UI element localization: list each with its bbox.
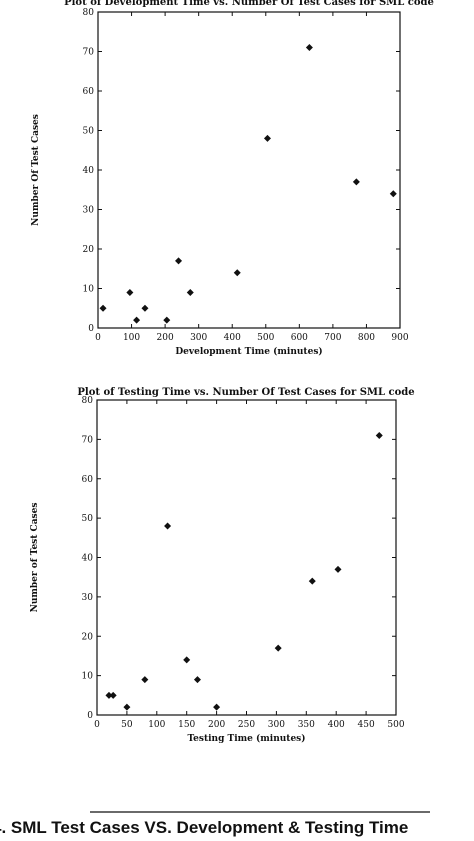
x-axis-label: Development Time (minutes): [175, 346, 322, 357]
x-tick-label: 0: [95, 333, 101, 343]
x-tick-label: 400: [224, 333, 241, 343]
chart-title: Plot of Testing Time vs. Number Of Test …: [77, 387, 414, 398]
data-point: [99, 304, 107, 312]
data-point: [352, 178, 360, 186]
y-tick-label: 80: [82, 396, 94, 406]
y-tick-label: 40: [82, 554, 94, 564]
x-tick-label: 700: [324, 333, 341, 343]
data-point: [163, 316, 171, 324]
y-tick-label: 20: [83, 245, 95, 255]
x-axis-label: Testing Time (minutes): [188, 733, 306, 744]
y-tick-label: 30: [83, 206, 95, 216]
data-point: [193, 676, 201, 684]
y-tick-label: 80: [83, 8, 95, 18]
figure-caption: 4. SML Test Cases VS. Development & Test…: [0, 818, 408, 837]
y-tick-label: 60: [83, 87, 95, 97]
data-point: [183, 656, 191, 664]
y-tick-label: 0: [87, 711, 93, 721]
data-point: [308, 577, 316, 585]
x-tick-label: 900: [391, 333, 408, 343]
chart-title: Plot of Development Time vs. Number Of T…: [64, 0, 434, 8]
data-point: [105, 691, 113, 699]
data-point: [233, 269, 241, 277]
plot-frame: [96, 399, 397, 716]
data-point: [274, 644, 282, 652]
data-point: [126, 288, 134, 296]
x-tick-label: 100: [148, 720, 165, 730]
x-tick-label: 0: [94, 720, 100, 730]
development-time-chart: Plot of Development Time vs. Number Of T…: [31, 0, 434, 357]
x-tick-label: 300: [190, 333, 207, 343]
x-tick-label: 300: [268, 720, 285, 730]
y-tick-label: 30: [82, 593, 94, 603]
data-point: [123, 703, 131, 711]
y-tick-label: 50: [82, 514, 94, 524]
y-axis-label: Number of Test Cases: [30, 503, 40, 613]
data-point: [109, 691, 117, 699]
y-tick-label: 50: [83, 127, 95, 137]
x-tick-label: 800: [358, 333, 375, 343]
x-tick-label: 100: [123, 333, 140, 343]
data-point: [389, 190, 397, 198]
x-tick-label: 150: [178, 720, 195, 730]
data-point: [213, 703, 221, 711]
x-tick-label: 450: [358, 720, 375, 730]
y-tick-label: 10: [83, 285, 95, 295]
data-point: [164, 522, 172, 530]
y-tick-label: 60: [82, 475, 94, 485]
x-tick-label: 500: [257, 333, 274, 343]
data-point: [141, 676, 149, 684]
data-point: [334, 565, 342, 573]
y-tick-label: 40: [83, 166, 95, 176]
data-point: [186, 288, 194, 296]
y-tick-label: 0: [88, 324, 94, 334]
y-tick-label: 70: [82, 435, 94, 445]
x-tick-label: 500: [387, 720, 404, 730]
x-tick-label: 200: [157, 333, 174, 343]
data-point: [263, 134, 271, 142]
data-point: [305, 44, 313, 52]
x-tick-label: 50: [121, 720, 133, 730]
x-tick-label: 600: [291, 333, 308, 343]
x-tick-label: 400: [328, 720, 345, 730]
y-axis-label: Number Of Test Cases: [31, 114, 41, 226]
y-tick-label: 70: [83, 48, 95, 58]
data-point: [375, 431, 383, 439]
y-tick-label: 10: [82, 672, 94, 682]
data-point: [175, 257, 183, 265]
x-tick-label: 350: [298, 720, 315, 730]
testing-time-chart: Plot of Testing Time vs. Number Of Test …: [30, 387, 415, 744]
data-point: [141, 304, 149, 312]
x-tick-label: 250: [238, 720, 255, 730]
x-tick-label: 200: [208, 720, 225, 730]
data-point: [133, 316, 141, 324]
y-tick-label: 20: [82, 632, 94, 642]
plot-frame: [97, 11, 401, 329]
